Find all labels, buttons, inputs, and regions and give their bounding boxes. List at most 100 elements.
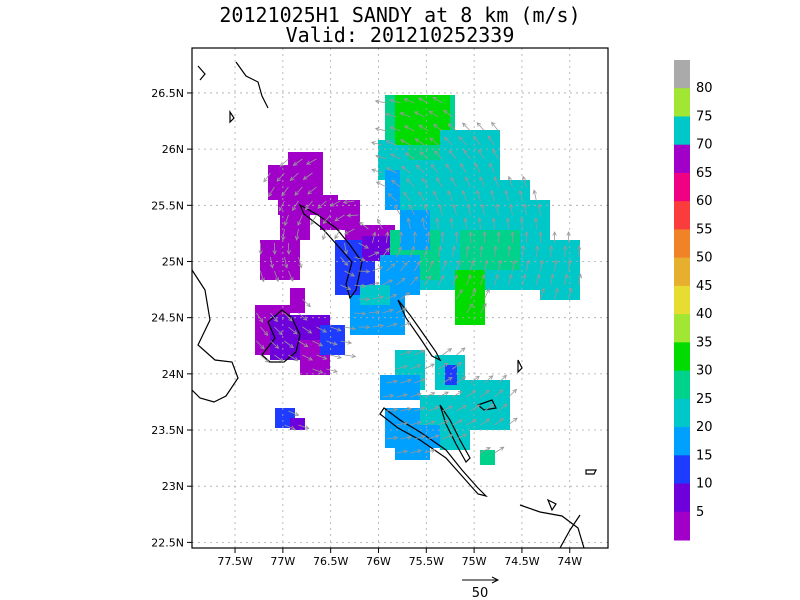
wind-vector <box>536 246 538 258</box>
wind-vector <box>424 204 429 216</box>
wind-vector <box>400 112 411 118</box>
wind-speed-cell <box>290 288 305 313</box>
wind-vector-head <box>388 308 394 313</box>
wind-vector-head <box>417 97 423 102</box>
wind-vector-head <box>410 245 415 251</box>
wind-vector-head <box>429 137 434 142</box>
wind-vector <box>400 379 412 384</box>
coastline-southeast <box>519 504 585 548</box>
wind-vector-head <box>259 317 264 323</box>
wind-vector <box>460 163 467 174</box>
lon-tick-label: 77.5W <box>217 555 252 568</box>
wind-vector <box>316 326 327 333</box>
colorbar-label: 10 <box>696 477 713 492</box>
wind-vector <box>400 139 411 146</box>
wind-vector <box>382 247 390 258</box>
wind-vector <box>473 136 481 146</box>
wind-vector-head <box>537 203 542 209</box>
wind-vector-head <box>417 420 422 426</box>
wind-vector-head <box>397 246 402 252</box>
wind-vector-head <box>433 190 437 196</box>
wind-vector <box>407 218 411 230</box>
wind-vector <box>466 246 469 258</box>
wind-vector-head <box>540 287 545 293</box>
wind-vector-head <box>494 203 500 209</box>
wind-vector-head <box>519 217 525 222</box>
wind-vector-head <box>550 273 555 279</box>
wind-vector-head <box>491 217 496 222</box>
wind-vector-head <box>351 326 357 331</box>
wind-vector-head <box>279 162 285 167</box>
wind-vector <box>401 166 411 174</box>
wind-vector-head <box>499 446 505 451</box>
wind-vector-head <box>417 449 422 454</box>
wind-vector-head <box>434 406 440 411</box>
wind-vector <box>470 375 480 384</box>
wind-vector <box>578 274 582 286</box>
wind-speed-cell <box>320 325 345 355</box>
wind-vector-head <box>485 418 491 423</box>
wind-vector <box>464 218 467 230</box>
coastline-long-island <box>439 404 471 463</box>
wind-vector <box>298 312 308 321</box>
wind-vector <box>290 172 299 181</box>
wind-vector-head <box>273 317 278 323</box>
wind-vector-head <box>413 276 419 281</box>
wind-vector <box>368 251 379 258</box>
wind-vector <box>484 260 488 272</box>
wind-speed-cell <box>455 270 485 325</box>
wind-vector-head <box>385 112 390 117</box>
wind-vector-head <box>276 177 282 182</box>
wind-vector <box>494 389 504 398</box>
colorbar-label: 45 <box>696 279 713 294</box>
wind-vector-head <box>507 175 512 181</box>
wind-vector-head <box>434 150 439 156</box>
wind-vector <box>414 111 425 118</box>
wind-vector-head <box>374 99 380 104</box>
lat-tick-label: 22.5N <box>151 536 184 549</box>
wind-vector-head <box>364 244 369 249</box>
wind-vector <box>428 110 439 118</box>
wind-vector <box>452 391 463 398</box>
wind-vector <box>508 274 513 286</box>
wind-vector-head <box>484 259 489 265</box>
wind-vector <box>391 180 401 188</box>
wind-vector-head <box>457 390 463 396</box>
wind-vector-head <box>370 141 376 146</box>
wind-vector-head <box>260 277 265 283</box>
lat-tick-label: 25.5N <box>151 199 184 212</box>
wind-vector-head <box>322 328 328 333</box>
wind-vector-head <box>522 175 527 181</box>
wind-vector-head <box>440 231 445 236</box>
colorbar-swatch <box>674 229 690 259</box>
wind-vector <box>442 405 453 412</box>
wind-vector <box>410 246 415 258</box>
wind-vector <box>540 260 543 272</box>
wind-vector <box>508 417 518 426</box>
wind-vector <box>491 122 499 132</box>
wind-vector-head <box>447 190 452 195</box>
wind-vector <box>274 270 279 282</box>
colorbar-label: 25 <box>696 392 713 407</box>
wind-vector-head <box>447 123 453 128</box>
lon-tick-label: 74.5W <box>504 555 539 568</box>
coastline-cat-island <box>397 299 442 362</box>
wind-vector <box>535 217 537 230</box>
wind-vector-head <box>289 176 295 182</box>
wind-vector-head <box>449 217 454 222</box>
wind-vector-head <box>347 340 353 345</box>
wind-vector <box>396 307 407 314</box>
wind-vector-head <box>509 203 514 209</box>
wind-vector-head <box>358 221 364 227</box>
wind-vector-head <box>499 418 505 423</box>
wind-vector-head <box>485 288 490 294</box>
wind-vector-head <box>538 231 543 236</box>
wind-vector-head <box>389 393 395 399</box>
wind-vector <box>564 274 568 286</box>
wind-vector <box>456 376 466 384</box>
wind-vector-head <box>420 349 426 354</box>
wind-vector <box>494 246 497 258</box>
colorbar-swatch <box>674 314 690 343</box>
wind-vector <box>323 214 331 224</box>
wind-vector <box>456 260 461 272</box>
